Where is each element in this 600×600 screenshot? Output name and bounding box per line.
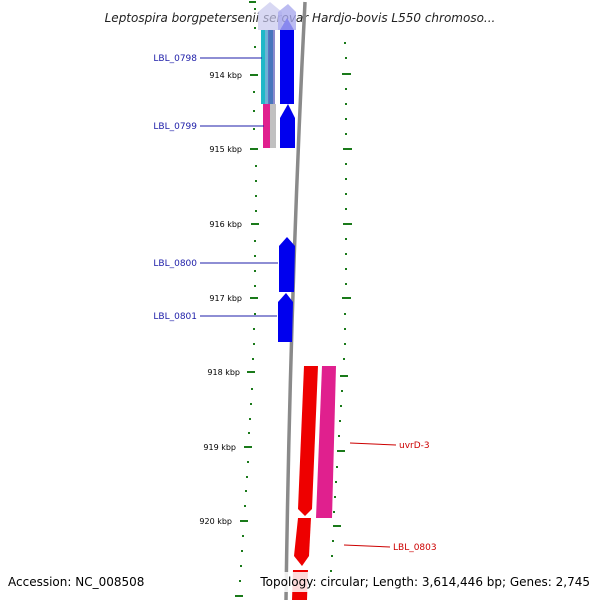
- cds-feature-uvrd-3: [316, 366, 336, 518]
- gene-arrow-lbl-0801: [278, 293, 293, 342]
- gene-label[interactable]: LBL_0799: [153, 122, 197, 132]
- right-major-ticks: [333, 73, 352, 527]
- topology-text: Topology: circular; Length: 3,614,446 bp…: [259, 575, 590, 589]
- map-title: Leptospira borgpetersenii serovar Hardjo…: [105, 11, 496, 25]
- gene-label[interactable]: LBL_0803: [393, 543, 437, 553]
- tick-label: 920 kbp: [199, 517, 232, 526]
- gene-connectors: [200, 57, 397, 548]
- gene-label[interactable]: uvrD-3: [399, 441, 430, 451]
- right-tick-track: [330, 42, 347, 572]
- tick-label: 914 kbp: [209, 71, 242, 80]
- footer-backdrop: [258, 572, 598, 592]
- tick-label: 916 kbp: [209, 220, 242, 229]
- tick-label: 918 kbp: [207, 368, 240, 377]
- gene-label[interactable]: LBL_0798: [153, 54, 197, 64]
- tick-labels: 914 kbp 915 kbp 916 kbp 917 kbp 918 kbp …: [199, 71, 242, 526]
- gene-arrow-lbl-0798: [278, 4, 296, 104]
- chromosome-backbone: [284, 1, 307, 600]
- gene-arrow-lbl-0799: [280, 104, 295, 148]
- gene-label[interactable]: LBL_0800: [153, 259, 197, 269]
- gene-arrow-uvrd-3: [298, 366, 318, 516]
- accession-text: Accession: NC_008508: [8, 575, 144, 589]
- gene-arrow-lbl-0800: [279, 237, 295, 292]
- left-tick-track: [239, 8, 257, 582]
- left-major-ticks: [235, 1, 259, 597]
- tick-label: 919 kbp: [203, 443, 236, 452]
- cds-feature-lbl-0798: [258, 2, 282, 148]
- gene-arrow-lbl-0803: [294, 518, 311, 566]
- tick-label: 917 kbp: [209, 294, 242, 303]
- tick-label: 915 kbp: [209, 145, 242, 154]
- gene-label[interactable]: LBL_0801: [153, 312, 197, 322]
